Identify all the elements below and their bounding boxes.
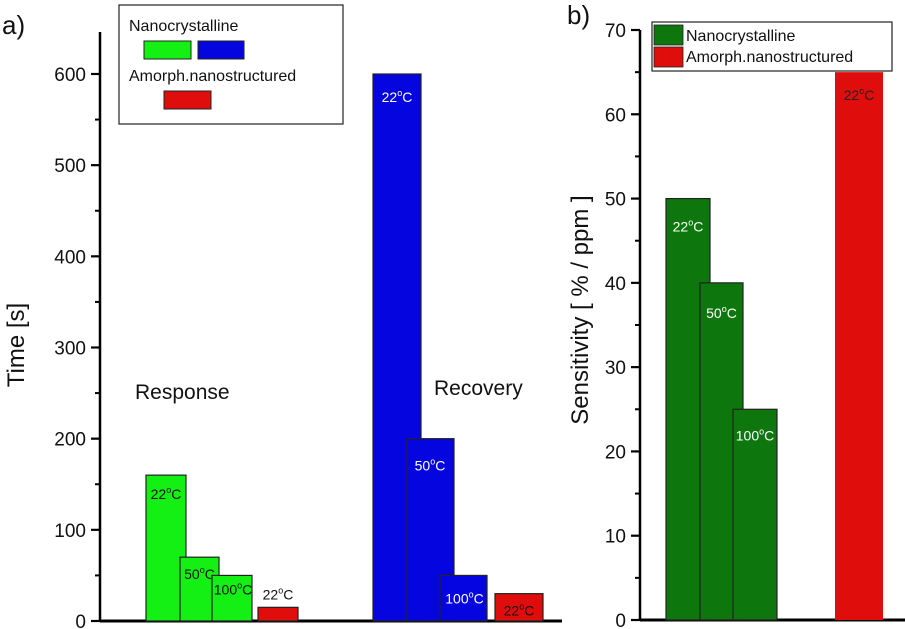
legend-b-swatch-green: [653, 24, 684, 46]
y-tick-label: 20: [605, 442, 626, 463]
y-tick-label: 50: [605, 190, 626, 211]
bar-sensitivity-nano-100c: [732, 408, 778, 621]
bar-label: 22oC: [844, 86, 875, 103]
bar-label: 100oC: [736, 426, 775, 443]
bar-label: 50oC: [415, 457, 446, 474]
bar-label: 50oC: [706, 304, 737, 321]
group-label-recovery: Recovery: [434, 377, 523, 400]
y-tick-label: 100: [54, 521, 86, 542]
bar-recovery-amorph-22c: [494, 593, 544, 622]
y-tick-label: 40: [605, 274, 626, 295]
bar-label: 22oC: [263, 585, 294, 602]
y-tick-label: 500: [54, 156, 86, 177]
legend-swatch-blue: [197, 40, 245, 60]
bar-label: 100oC: [214, 580, 253, 597]
bar-response-amorph-22c: [257, 606, 299, 622]
legend-b-label-amorph: Amorph.nanostructured: [686, 49, 853, 66]
y-tick-label: 70: [605, 21, 626, 42]
panel-b-bars: 22oC 50oC 100oC 22oC: [665, 72, 883, 621]
bar-label: 100oC: [445, 589, 484, 606]
legend-label-amorph: Amorph.nanostructured: [129, 68, 296, 85]
legend-b-label-nanocrystalline: Nanocrystalline: [686, 28, 795, 45]
legend-swatch-red: [163, 90, 212, 110]
panel-b-legend: Nanocrystalline Amorph.nanostructured: [651, 21, 893, 72]
bar-response-nano-22c: [145, 474, 187, 622]
legend-swatch-green: [143, 40, 192, 60]
bar-response-nano-100c: [211, 574, 253, 622]
y-tick-label: 400: [54, 247, 86, 268]
group-label-response: Response: [135, 381, 230, 404]
panel-a-y-axis-label: Time [s]: [3, 303, 30, 387]
y-tick-label: 300: [54, 339, 86, 360]
bar-label: 22oC: [673, 218, 704, 235]
y-tick-label: 200: [54, 430, 86, 451]
y-tick-label: 60: [605, 105, 626, 126]
legend-label-nanocrystalline: Nanocrystalline: [129, 18, 238, 35]
y-tick-label: 0: [615, 611, 626, 629]
panel-b-label: b): [567, 0, 590, 30]
y-tick-label: 0: [75, 612, 86, 629]
y-tick-label: 600: [54, 65, 86, 86]
panel-b-y-axis-label: Sensitivity [ % / ppm ]: [567, 195, 594, 424]
bar-recovery-nano-100c: [439, 574, 488, 622]
legend-b-swatch-red: [653, 46, 684, 68]
y-tick-label: 30: [605, 358, 626, 379]
bar-sensitivity-amorph-22c: [835, 72, 883, 620]
bar-label: 50oC: [184, 565, 215, 582]
bar-label: 22oC: [504, 602, 535, 619]
y-tick-label: 10: [605, 527, 626, 548]
bar-label: 22oC: [151, 485, 182, 502]
panel-a-label: a): [2, 10, 25, 40]
bar-label: 22oC: [382, 88, 413, 105]
panel-a-legend: Nanocrystalline Amorph.nanostructured: [118, 4, 344, 125]
